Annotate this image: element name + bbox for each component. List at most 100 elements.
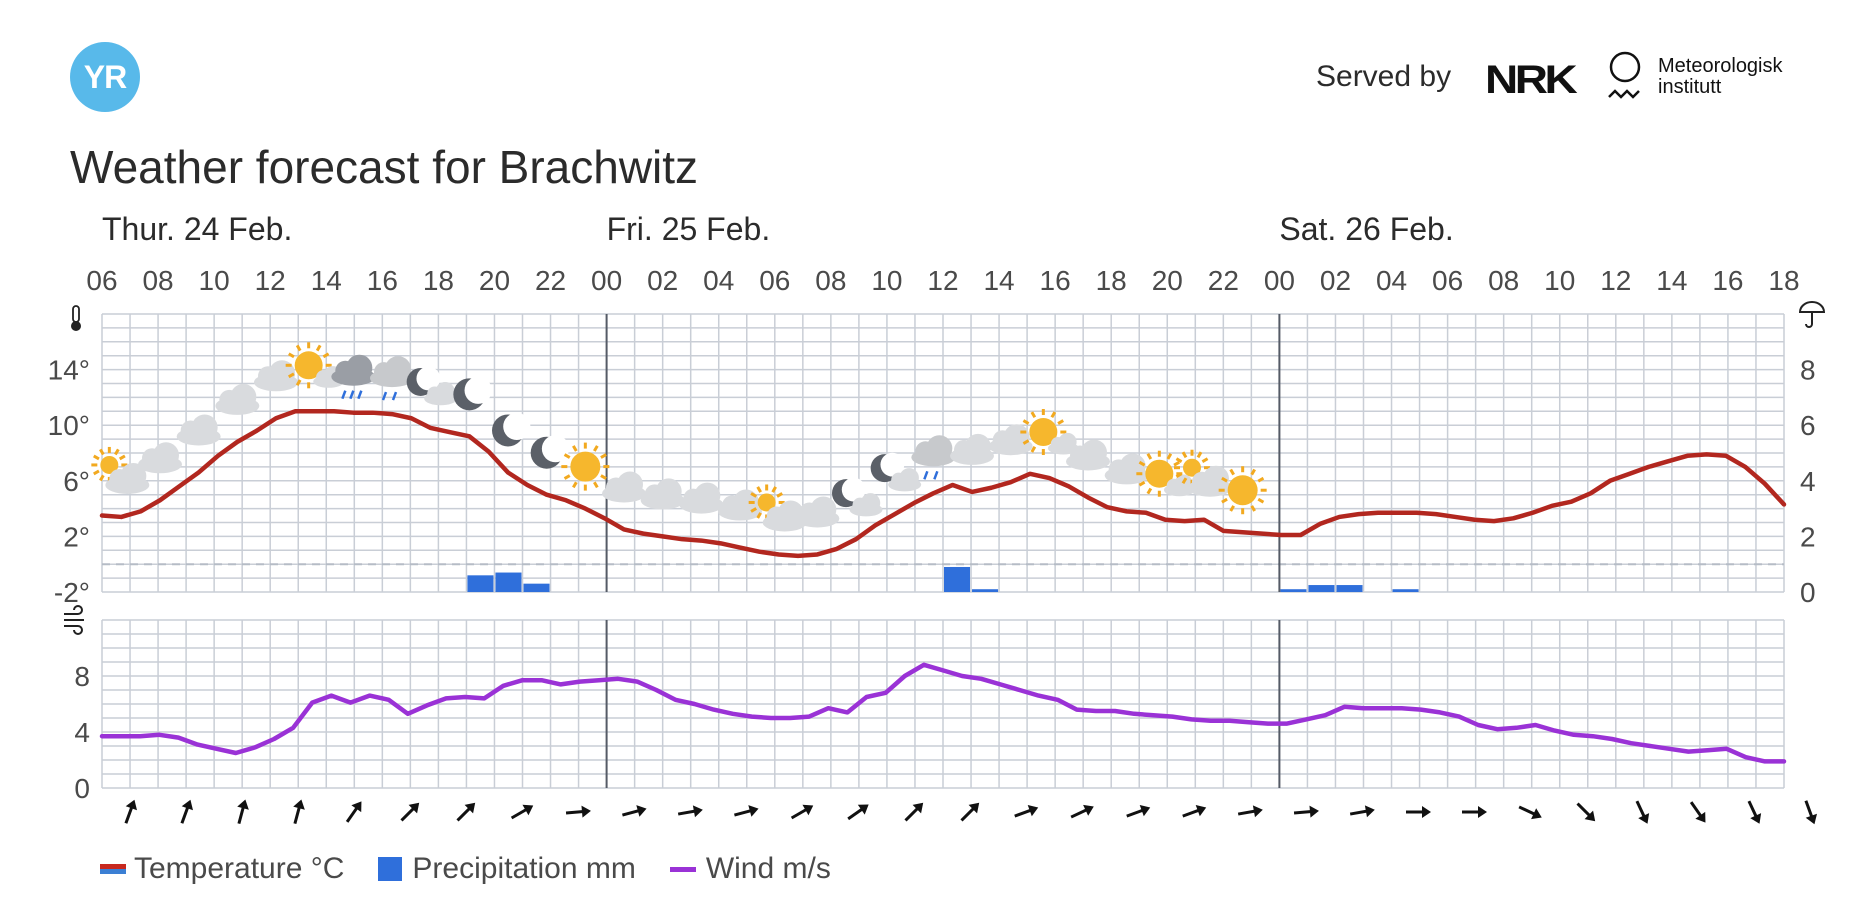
precipitation-tick-label: 4 <box>1800 466 1816 497</box>
moon-icon <box>453 376 492 411</box>
wind-swatch <box>669 866 696 872</box>
wind-direction-arrow <box>1293 805 1319 818</box>
hour-tick-label: 12 <box>1600 265 1631 296</box>
temperature-swatch <box>100 864 126 874</box>
precipitation-tick-label: 8 <box>1800 355 1816 386</box>
hour-tick-label: 16 <box>367 265 398 296</box>
partly-sunny-icon <box>748 484 807 532</box>
yr-logo-text: YR <box>83 58 127 95</box>
hour-tick-label: 04 <box>703 265 734 296</box>
hour-tick-label: 12 <box>927 265 958 296</box>
served-by-label: Served by <box>1316 60 1452 93</box>
hour-tick-label: 08 <box>142 265 173 296</box>
thermometer-icon <box>71 305 81 331</box>
hour-tick-label: 12 <box>255 265 286 296</box>
day-label: Sat. 26 Feb. <box>1279 211 1453 247</box>
cloud-icon <box>602 471 646 503</box>
wind-direction-arrow <box>1518 805 1542 820</box>
chart-legend: Temperature °C Precipitation mm Wind m/s <box>100 852 865 886</box>
sun-icon <box>561 442 610 491</box>
wind-direction-arrow <box>1182 804 1207 818</box>
hour-tick-label: 16 <box>1040 265 1071 296</box>
precipitation-bar <box>495 572 522 592</box>
hour-tick-label: 14 <box>983 265 1014 296</box>
hour-tick-label: 18 <box>1768 265 1799 296</box>
moon-icon <box>492 412 531 447</box>
legend-temperature-label: Temperature °C <box>134 852 345 885</box>
wind-direction-arrow <box>1689 801 1706 823</box>
day-label: Thur. 24 Feb. <box>102 211 292 247</box>
wind-direction-arrow <box>345 801 362 823</box>
wind-direction-arrow <box>565 805 591 818</box>
precipitation-bar <box>944 566 971 592</box>
hour-tick-label: 02 <box>1320 265 1351 296</box>
wind-direction-arrow <box>904 802 924 822</box>
wind-direction-arrow <box>293 799 305 824</box>
wind-direction-arrow <box>510 804 534 820</box>
moon-cloud-icon <box>406 366 458 406</box>
hour-tick-label: 08 <box>1488 265 1519 296</box>
light-rain-cloud-icon <box>370 356 414 401</box>
cloud-icon <box>988 424 1033 456</box>
wind-icon <box>64 605 84 635</box>
cloud-icon <box>1104 453 1149 485</box>
hour-tick-label: 22 <box>1208 265 1239 296</box>
legend-wind-label: Wind m/s <box>705 852 831 885</box>
hour-tick-label: 20 <box>479 265 510 296</box>
precipitation-tick-label: 2 <box>1800 521 1816 552</box>
hour-tick-label: 18 <box>1096 265 1127 296</box>
legend-precipitation: Precipitation mm <box>378 852 636 886</box>
wind-direction-arrow <box>1349 805 1375 818</box>
hour-tick-label: 10 <box>871 265 902 296</box>
legend-temperature: Temperature °C <box>100 852 344 886</box>
wind-direction-arrow <box>734 805 759 817</box>
wind-direction-arrow <box>1070 804 1094 819</box>
precipitation-bar <box>1280 589 1307 592</box>
precipitation-bar <box>467 575 494 592</box>
hour-tick-label: 22 <box>535 265 566 296</box>
wind-line <box>99 662 1787 764</box>
cloud-icon <box>640 478 685 510</box>
wind-direction-arrow <box>124 799 138 824</box>
hour-tick-label: 20 <box>1152 265 1183 296</box>
moon-icon <box>530 435 570 469</box>
legend-precipitation-label: Precipitation mm <box>412 852 636 885</box>
precipitation-swatch <box>378 857 403 881</box>
precipitation-tick-label: 0 <box>1800 577 1816 608</box>
precipitation-bar <box>523 583 550 592</box>
wind-direction-arrow <box>1804 800 1818 825</box>
cloud-icon <box>795 496 840 528</box>
met-line1: Meteorologisk <box>1658 55 1783 77</box>
temperature-line <box>99 409 1787 559</box>
wind-direction-arrow <box>1635 800 1650 824</box>
wind-tick-label: 0 <box>74 773 90 804</box>
partly-sunny-icon <box>91 446 150 494</box>
precipitation-bar <box>1308 585 1335 592</box>
wind-direction-arrow <box>1462 806 1487 818</box>
legend-wind: Wind m/s <box>669 852 831 886</box>
temperature-tick-label: 6° <box>63 466 90 497</box>
precipitation-bar <box>1336 585 1363 592</box>
wind-direction-arrow <box>1747 800 1762 824</box>
wind-direction-arrow <box>622 805 647 817</box>
nrk-logo: NRK <box>1485 58 1578 102</box>
precipitation-bar <box>1392 589 1419 592</box>
hour-tick-label: 16 <box>1712 265 1743 296</box>
hour-tick-label: 00 <box>1264 265 1295 296</box>
wind-tick-label: 4 <box>74 717 90 748</box>
wind-direction-arrow <box>400 802 420 822</box>
cloud-icon <box>679 482 724 514</box>
moon-cloud-icon <box>832 477 883 517</box>
hour-tick-label: 18 <box>423 265 454 296</box>
wind-direction-arrow <box>677 805 703 818</box>
wind-direction-arrow <box>1237 805 1263 818</box>
hour-tick-label: 00 <box>591 265 622 296</box>
cloud-icon <box>950 433 994 465</box>
hour-tick-label: 02 <box>647 265 678 296</box>
moon-cloud-icon <box>870 452 922 492</box>
wind-direction-arrow <box>1406 806 1431 818</box>
sun-cloud-icon <box>1136 450 1195 497</box>
light-rain-cloud-icon <box>911 435 956 480</box>
forecast-chart: Thur. 24 Feb. Fri. 25 Feb. Sat. 26 Feb.06 0… <box>48 211 1826 825</box>
precipitation-bar <box>972 589 999 592</box>
